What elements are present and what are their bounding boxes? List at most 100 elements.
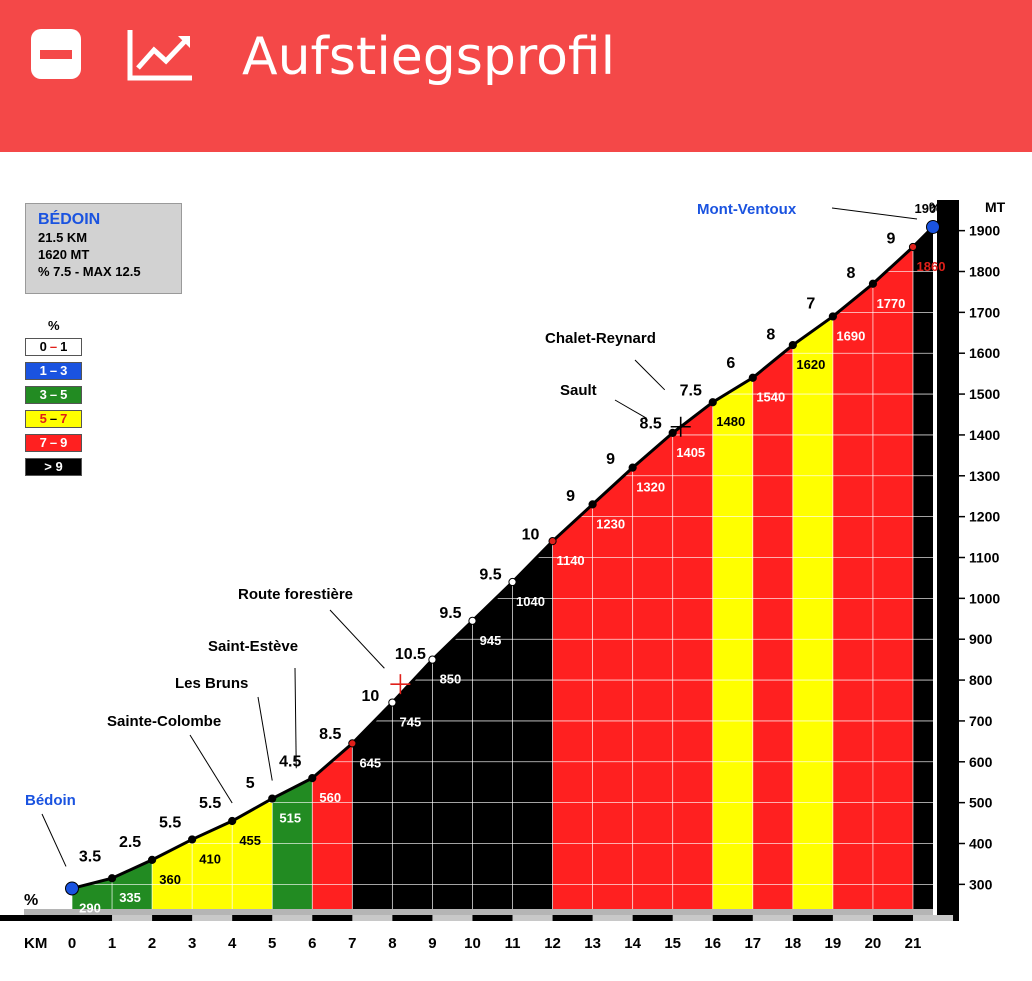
legend-item: 0–1 — [25, 338, 82, 356]
y-tick-label: 1200 — [969, 509, 1000, 525]
km-axis-band — [752, 915, 793, 921]
km-axis-band — [512, 915, 553, 921]
altitude-label: 1770 — [876, 296, 905, 311]
place-leader-line — [634, 359, 666, 391]
km-dot — [628, 463, 637, 472]
y-tick-label: 500 — [969, 795, 993, 811]
gradient-segment — [272, 778, 313, 915]
profile-svg: 2903353604104555155606457458509451040114… — [0, 199, 1006, 952]
gradient-value-label: 4.5 — [279, 753, 301, 770]
legend-item: 1–3 — [25, 362, 82, 380]
y-tick-label: 1900 — [969, 223, 1000, 239]
x-tick-label: 12 — [544, 935, 561, 952]
y-tick-label: 700 — [969, 713, 993, 729]
km-dot — [147, 855, 157, 864]
elevation-profile-chart: 290 335 360 410 455 515 560 645 745 850 945 1040 114… — [0, 152, 1032, 976]
x-tick-label: 2 — [148, 935, 156, 952]
legend-range-from: > 9 — [44, 459, 63, 474]
left-percent-label: % — [24, 892, 38, 909]
gradient-value-label: 5 — [246, 775, 255, 792]
km-dot — [708, 398, 717, 407]
altitude-label: 455 — [239, 833, 261, 848]
km-axis-band — [672, 915, 713, 921]
gradient-value-label: 8 — [766, 326, 775, 343]
base-band — [24, 909, 933, 915]
x-tick-label: 7 — [348, 935, 356, 952]
km-dot — [588, 500, 597, 509]
km-dot — [788, 340, 797, 350]
km-dot — [508, 577, 517, 587]
legend-item: 3–5 — [25, 386, 82, 404]
gradient-segment — [232, 798, 273, 915]
km-dot — [188, 835, 197, 844]
gradient-segment — [872, 246, 913, 915]
y-tick-label: 800 — [969, 672, 993, 688]
km-axis-band — [352, 915, 393, 921]
gradient-value-label: 5.5 — [199, 795, 221, 812]
legend-range-from: 1 — [39, 363, 47, 378]
altitude-label: 410 — [199, 851, 221, 866]
place-leader-line — [329, 609, 385, 669]
legend-dash: – — [49, 435, 58, 450]
endpoint-dot — [926, 219, 940, 234]
y-tick-label: 1700 — [969, 304, 1000, 320]
y-tick-label: 400 — [969, 836, 993, 852]
y-tick-label: 1100 — [969, 550, 1000, 566]
place-label: Bédoin — [25, 792, 76, 809]
legend-range-to: 3 — [60, 363, 68, 378]
km-dot — [668, 428, 677, 437]
place-leader-line — [614, 399, 647, 419]
x-tick-label: 9 — [428, 935, 436, 952]
place-leader-line — [831, 207, 918, 220]
x-tick-label: 10 — [464, 935, 481, 952]
right-percent-label: % — [929, 199, 942, 215]
place-label: Saint-Estève — [208, 638, 298, 655]
legend-range-to: 1 — [60, 339, 68, 354]
line-chart-icon[interactable] — [126, 28, 194, 87]
gradient-segment — [432, 620, 473, 915]
x-tick-label: 13 — [584, 935, 601, 952]
gradient-segment — [632, 432, 673, 915]
altitude-label: 290 — [79, 900, 101, 915]
legend-range-from: 5 — [39, 411, 47, 426]
gradient-segment — [912, 226, 933, 916]
legend-dash: – — [49, 339, 58, 354]
place-leader-line — [294, 667, 297, 769]
x-tick-label: 14 — [624, 935, 641, 952]
place-leader-line — [41, 813, 67, 867]
climb-elevation-gain: 1620 MT — [38, 247, 90, 262]
km-axis-strip — [0, 915, 959, 921]
gradient-value-label: 9 — [887, 230, 896, 247]
place-label: Route forestière — [238, 586, 353, 603]
altitude-label: 360 — [159, 872, 181, 887]
km-dot — [348, 739, 357, 748]
gradient-segment — [712, 377, 753, 915]
gradient-segment — [592, 467, 633, 915]
y-tick-label: 300 — [969, 876, 993, 892]
altitude-label: 850 — [440, 672, 462, 687]
altitude-label: 1140 — [556, 553, 584, 568]
km-dot — [868, 279, 878, 288]
altitude-label: 945 — [480, 633, 502, 648]
legend-dash: – — [49, 411, 58, 426]
legend-item: > 9 — [25, 458, 82, 476]
km-axis-band — [432, 915, 473, 921]
place-label: Les Bruns — [175, 675, 248, 692]
gradient-segment — [552, 504, 593, 915]
climb-start-place: BÉDOIN — [38, 211, 101, 228]
app-header: Aufstiegsprofil — [0, 0, 1032, 152]
climb-gradient: % 7.5 - MAX 12.5 — [38, 264, 141, 279]
altitude-label: 1040 — [516, 594, 545, 609]
legend-dash: – — [49, 387, 58, 402]
km-dot — [308, 774, 317, 783]
altitude-label: 515 — [279, 811, 301, 826]
right-axis-strip — [937, 200, 959, 921]
gradient-value-label: 7 — [806, 296, 815, 313]
x-axis-label: KM — [24, 935, 47, 952]
legend-dash: – — [49, 363, 58, 378]
x-tick-label: 3 — [188, 935, 196, 952]
place-leader-line — [257, 696, 273, 781]
gradient-segment — [352, 702, 393, 915]
minus-square-icon[interactable] — [30, 28, 82, 85]
x-tick-label: 1 — [108, 935, 116, 952]
